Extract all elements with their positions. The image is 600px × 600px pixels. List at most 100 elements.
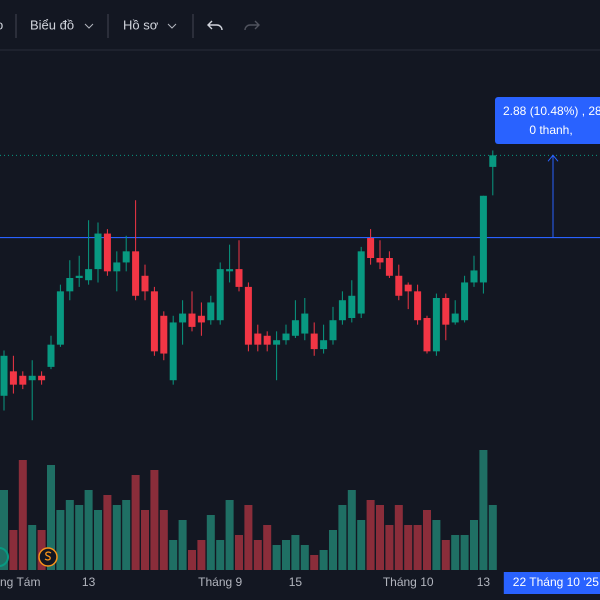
candle-body <box>56 291 64 345</box>
candle-body <box>329 320 337 341</box>
volume-bar <box>103 495 112 570</box>
volume-bar <box>441 540 450 570</box>
toolbar <box>0 0 600 50</box>
candle-body <box>197 315 205 323</box>
chevron <box>84 23 94 29</box>
event-icon[interactable] <box>0 547 9 567</box>
volume-bar <box>470 520 478 570</box>
volume-bar <box>366 500 375 570</box>
x-tick-label: 13 <box>82 575 96 589</box>
candle-body <box>423 318 431 352</box>
volume-bar <box>235 535 243 570</box>
volume-bar <box>169 540 178 570</box>
volume-bar <box>319 550 328 570</box>
volume-bar <box>159 510 168 570</box>
volume-bar <box>300 545 309 570</box>
candle-body <box>273 340 281 345</box>
measure-bars: 0 thanh, <box>529 123 572 137</box>
volume-bar <box>488 505 497 570</box>
volume-bar <box>404 525 413 570</box>
volume-bar <box>47 465 55 570</box>
candle-body <box>47 344 55 367</box>
partial-text: o <box>0 17 3 32</box>
candle-body <box>442 298 450 325</box>
candle-body <box>357 251 365 314</box>
volume-bar <box>84 490 93 570</box>
measure-text: 2.88 (10.48%) , 288 <box>503 104 600 118</box>
volume-bar <box>413 525 422 570</box>
candle-body <box>395 275 403 296</box>
candle-body <box>38 375 46 381</box>
volume-bar <box>432 520 441 570</box>
volume-bar <box>56 510 65 570</box>
measure-arrowhead <box>547 154 559 162</box>
crosshair-date: 22 Tháng 10 '25 <box>513 575 599 589</box>
candle-body <box>0 355 8 396</box>
candle-body <box>75 275 83 278</box>
volume-bar <box>385 525 394 570</box>
candle-body <box>376 258 384 263</box>
volume-bar <box>18 460 27 570</box>
candle-body <box>226 269 234 272</box>
volume-bar <box>423 510 431 570</box>
candle-body <box>103 233 111 272</box>
candle-body <box>244 286 252 345</box>
x-tick-label: 15 <box>289 575 303 589</box>
candle-body <box>254 333 262 345</box>
candle-body <box>338 300 346 321</box>
volume-bar <box>282 540 290 570</box>
candle-body <box>160 315 168 354</box>
candle-body <box>263 335 271 345</box>
volume-bar <box>150 470 159 570</box>
plot: 2.88 (10.48%) , 288 0 thanh, ng Tám 13 Tháng… <box>0 97 600 600</box>
candle-body <box>282 333 290 341</box>
volume-bar <box>131 475 140 570</box>
measure-box <box>495 97 600 144</box>
candle-body <box>367 238 375 258</box>
split-icon[interactable] <box>38 547 58 567</box>
volume-bar <box>206 515 215 570</box>
candle-body <box>320 340 328 350</box>
candle-body <box>414 291 422 321</box>
volume-bar <box>451 535 460 570</box>
candle-body <box>113 262 121 272</box>
undo-button[interactable] <box>207 20 223 31</box>
candle-body <box>235 269 243 287</box>
volume-bar <box>112 505 121 570</box>
candle-body <box>291 320 299 336</box>
volume-bar <box>253 540 262 570</box>
volume-bar <box>244 505 253 570</box>
candle-body <box>404 284 412 292</box>
volume-bar <box>0 490 8 570</box>
candle-body <box>348 295 356 318</box>
candle-body <box>179 313 187 323</box>
x-tick-label: Tháng 10 <box>383 575 434 589</box>
volume-bar <box>178 520 187 570</box>
candle-body <box>451 313 459 323</box>
volume-bar <box>291 535 300 570</box>
candle-body <box>150 291 158 352</box>
candle-body <box>216 269 224 321</box>
candle-body <box>94 233 102 270</box>
candle-body <box>66 278 74 292</box>
profile-menu[interactable]: Hồ sơ <box>123 17 159 32</box>
candle-body <box>479 195 487 283</box>
candle-body <box>122 251 130 263</box>
candle-body <box>310 333 318 350</box>
volume-bar <box>9 530 18 570</box>
volume-bar <box>329 530 337 570</box>
redo-button[interactable] <box>244 20 260 31</box>
volume-bar <box>263 525 272 570</box>
volume-bar <box>460 535 469 570</box>
candle-body <box>301 313 309 334</box>
volume-bar <box>225 500 234 570</box>
candle-body <box>19 375 27 385</box>
candle-body <box>207 302 215 321</box>
candle-body <box>9 371 17 385</box>
split-icon-glyph <box>44 551 52 561</box>
chart-menu[interactable]: Biểu đồ <box>30 17 74 32</box>
candle-body <box>489 155 497 167</box>
volume-bar <box>188 550 196 570</box>
volume-bar <box>197 540 206 570</box>
